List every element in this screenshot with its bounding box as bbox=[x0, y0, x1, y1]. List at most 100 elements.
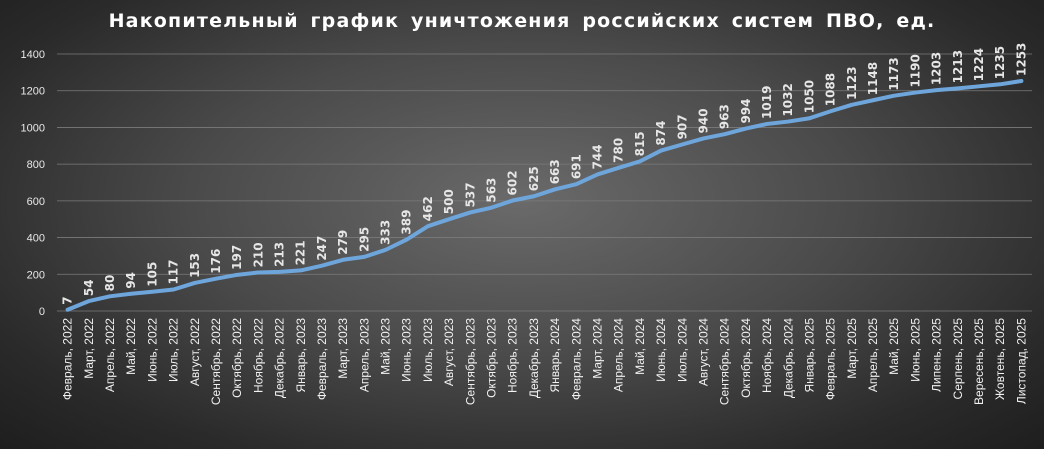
data-label: 295 bbox=[357, 227, 371, 252]
x-tick-label: Сентябрь, 2024 bbox=[718, 318, 732, 405]
x-tick-label: Март, 2024 bbox=[590, 318, 604, 379]
x-tick-label: Июнь, 2024 bbox=[654, 318, 668, 382]
data-label: 1050 bbox=[802, 80, 816, 113]
x-tick-label: Март, 2025 bbox=[845, 318, 859, 379]
x-tick-label: Август, 2022 bbox=[188, 318, 202, 386]
x-tick-label: Август, 2024 bbox=[696, 318, 710, 386]
data-label: 1173 bbox=[887, 57, 901, 90]
data-label: 1213 bbox=[951, 50, 965, 83]
data-label: 602 bbox=[506, 170, 520, 195]
data-label: 500 bbox=[442, 189, 456, 214]
x-tick-label: Декабрь, 2024 bbox=[781, 318, 795, 398]
data-label: 213 bbox=[273, 242, 287, 267]
y-tick-label: 1000 bbox=[21, 122, 45, 134]
data-label: 247 bbox=[315, 236, 329, 261]
x-tick-label: Март, 2023 bbox=[336, 318, 350, 379]
data-label: 907 bbox=[675, 114, 689, 139]
y-tick-label: 1400 bbox=[21, 49, 45, 61]
data-label: 1224 bbox=[972, 48, 986, 81]
x-tick-label: Январь, 2023 bbox=[294, 318, 308, 393]
data-label: 1123 bbox=[845, 66, 859, 99]
y-tick-label: 1200 bbox=[21, 86, 45, 98]
data-label: 176 bbox=[209, 249, 223, 274]
data-label: 563 bbox=[485, 178, 499, 203]
x-tick-label: Апрель, 2025 bbox=[866, 318, 880, 392]
x-tick-label: Июнь, 2022 bbox=[145, 318, 159, 382]
series-line-group bbox=[65, 78, 1024, 312]
data-label: 663 bbox=[548, 159, 562, 184]
x-tick-label: Июль, 2024 bbox=[675, 318, 689, 382]
data-label: 780 bbox=[612, 138, 626, 163]
data-label: 221 bbox=[294, 240, 308, 265]
y-tick-label: 200 bbox=[27, 269, 45, 281]
data-label: 197 bbox=[230, 245, 244, 270]
x-tick-label: Апрель, 2022 bbox=[103, 318, 117, 392]
x-tick-label: Январь, 2025 bbox=[802, 318, 816, 393]
data-label: 994 bbox=[739, 98, 753, 123]
x-tick-label: Серпень, 2025 bbox=[951, 318, 965, 400]
y-tick-label: 400 bbox=[27, 233, 45, 245]
data-label: 7 bbox=[61, 296, 75, 304]
x-tick-label: Июль, 2022 bbox=[167, 318, 181, 382]
x-axis-ticks: Февраль, 2022 Март, 2022 Апрель, 2022 Май, … bbox=[61, 318, 1029, 405]
data-label: 691 bbox=[569, 154, 583, 179]
x-tick-label: Июль, 2023 bbox=[421, 318, 435, 382]
x-tick-label: Март, 2022 bbox=[82, 318, 96, 379]
x-tick-label: Октябрь, 2023 bbox=[485, 318, 499, 398]
x-tick-label: Декабрь, 2023 bbox=[527, 318, 541, 398]
x-tick-label: Октябрь, 2024 bbox=[739, 318, 753, 398]
data-label: 1253 bbox=[1014, 43, 1028, 76]
x-tick-label: Липень, 2025 bbox=[930, 318, 944, 392]
x-tick-label: Август, 2023 bbox=[442, 318, 456, 386]
data-label: 117 bbox=[167, 259, 181, 284]
x-tick-label: Сентябрь, 2023 bbox=[463, 318, 477, 405]
data-label: 744 bbox=[590, 144, 604, 169]
y-tick-label: 600 bbox=[27, 196, 45, 208]
y-tick-label: 800 bbox=[27, 159, 45, 171]
data-label: 153 bbox=[188, 253, 202, 278]
data-label: 1019 bbox=[760, 86, 774, 119]
data-label: 963 bbox=[718, 104, 732, 129]
x-tick-label: Жовтень, 2025 bbox=[993, 318, 1007, 400]
x-tick-label: Июнь, 2025 bbox=[908, 318, 922, 382]
x-tick-label: Листопад, 2025 bbox=[1014, 318, 1028, 404]
data-label: 389 bbox=[400, 210, 414, 235]
data-label: 210 bbox=[251, 242, 265, 267]
x-tick-label: Февраль, 2024 bbox=[569, 318, 583, 400]
data-label: 105 bbox=[145, 262, 159, 287]
data-label: 625 bbox=[527, 166, 541, 191]
data-label: 462 bbox=[421, 196, 435, 221]
x-tick-label: Январь, 2024 bbox=[548, 318, 562, 393]
x-tick-label: Ноябрь, 2023 bbox=[506, 318, 520, 393]
data-labels: 7 54 80 94 105 117 153 176 197 210 213 221 247 279 295… bbox=[61, 43, 1029, 305]
x-tick-label: Ноябрь, 2022 bbox=[251, 318, 265, 393]
y-tick-label: 0 bbox=[39, 306, 45, 318]
data-label: 279 bbox=[336, 230, 350, 255]
x-tick-label: Май, 2024 bbox=[633, 318, 647, 375]
data-label: 1235 bbox=[993, 46, 1007, 79]
data-label: 54 bbox=[82, 279, 96, 296]
gridlines bbox=[57, 53, 1032, 312]
x-tick-label: Май, 2023 bbox=[379, 318, 393, 375]
data-label: 874 bbox=[654, 120, 668, 145]
x-tick-label: Февраль, 2022 bbox=[61, 318, 75, 400]
x-tick-label: Апрель, 2024 bbox=[612, 318, 626, 392]
data-label: 1032 bbox=[781, 83, 795, 116]
data-label: 1190 bbox=[908, 54, 922, 87]
x-tick-label: Май, 2025 bbox=[887, 318, 901, 375]
x-tick-label: Февраль, 2025 bbox=[824, 318, 838, 400]
x-tick-label: Сентябрь, 2022 bbox=[209, 318, 223, 405]
data-label: 1148 bbox=[866, 62, 880, 95]
y-axis-ticks: 0 200 400 600 800 1000 1200 1400 bbox=[21, 49, 45, 318]
x-tick-label: Вересень, 2025 bbox=[972, 318, 986, 405]
x-tick-label: Май, 2022 bbox=[124, 318, 138, 375]
x-tick-label: Октябрь, 2022 bbox=[230, 318, 244, 398]
chart-title: Накопительный график уничтожения российс… bbox=[108, 10, 936, 32]
series-line bbox=[65, 78, 1024, 312]
x-tick-label: Декабрь, 2022 bbox=[273, 318, 287, 398]
data-label: 940 bbox=[696, 108, 710, 133]
data-label: 94 bbox=[124, 272, 138, 289]
data-label: 80 bbox=[103, 275, 117, 292]
data-label: 537 bbox=[463, 182, 477, 207]
